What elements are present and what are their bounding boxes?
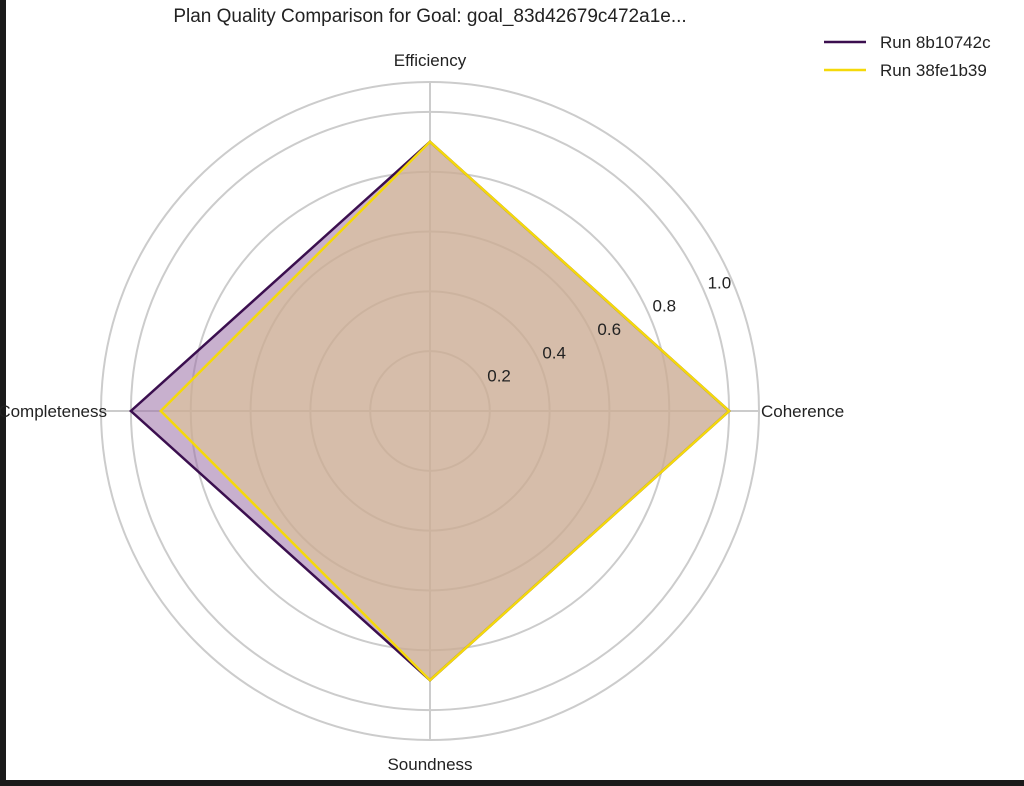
legend-label-1: Run 8b10742c: [880, 33, 991, 52]
radial-tick-label: 1.0: [708, 273, 732, 292]
series-line-2: [159, 140, 731, 682]
series-area-2: [160, 141, 730, 681]
radial-tick-label: 0.8: [652, 297, 676, 316]
window-frame-bottom: [0, 780, 1024, 786]
radial-tick-label: 0.6: [597, 320, 621, 339]
radial-tick-labels: 0.2 0.4 0.6 0.8 1.0: [487, 273, 731, 385]
axis-labels: Efficiency Coherence Soundness Completeness: [0, 51, 844, 774]
axis-label-completeness: Completeness: [0, 402, 107, 421]
radial-tick-label: 0.2: [487, 367, 511, 386]
axis-label-efficiency: Efficiency: [394, 51, 467, 70]
axis-label-coherence: Coherence: [761, 402, 844, 421]
legend-label-2: Run 38fe1b39: [880, 61, 987, 80]
axis-label-soundness: Soundness: [387, 755, 472, 774]
radial-tick-label: 0.4: [542, 343, 566, 362]
series-layer: [129, 140, 731, 682]
chart-title: Plan Quality Comparison for Goal: goal_8…: [173, 6, 686, 27]
legend: Run 8b10742c Run 38fe1b39: [824, 33, 991, 80]
window-frame-left: [0, 0, 6, 786]
